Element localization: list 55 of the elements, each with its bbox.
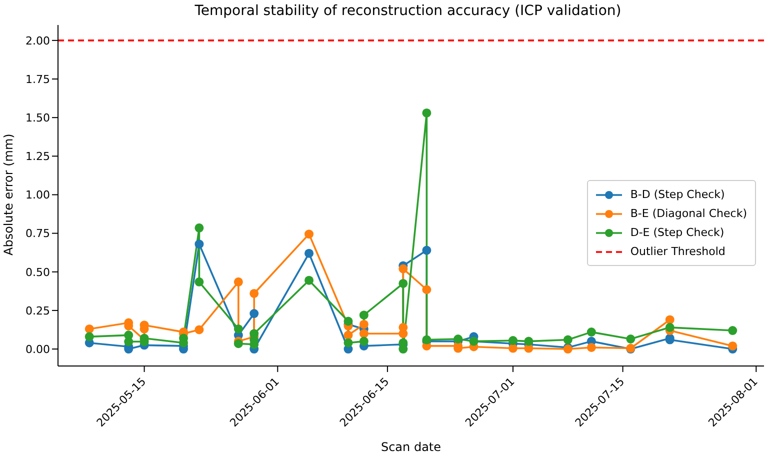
point [665,315,674,324]
point [563,335,572,344]
point [398,264,408,274]
point [194,240,204,249]
y-tick-label: 2.00 [26,34,50,48]
y-tick-label: 0.75 [26,227,50,240]
point [398,344,408,354]
legend-label: B-D (Step Check) [630,188,725,201]
point [728,326,738,336]
point [84,324,94,334]
point [454,334,463,344]
point [626,334,636,344]
y-axis-title: Absolute error (mm) [1,134,16,256]
point [250,288,259,298]
point [586,328,596,337]
point [194,277,204,286]
point [344,330,353,340]
point [234,339,243,348]
point [586,342,596,352]
point [422,285,432,294]
point [234,277,243,286]
point [304,276,314,285]
point [344,316,353,326]
point [84,332,94,342]
legend-label: Outlier Threshold [630,245,726,258]
point [194,223,204,232]
point [508,336,518,346]
y-tick-label: 1.25 [26,150,50,164]
point [304,230,314,239]
point [359,320,368,329]
point [359,310,368,320]
legend-label: B-E (Diagonal Check) [630,207,747,220]
legend-label: D-E (Step Check) [630,226,724,239]
point [250,309,259,318]
point [422,108,432,118]
y-tick-label: 0.50 [26,266,50,279]
y-tick-label: 1.75 [26,72,50,86]
y-tick-label: 0.25 [26,304,50,318]
point [304,248,314,258]
point [728,341,738,350]
y-tick-label: 0.00 [26,342,50,356]
point [524,336,534,346]
point [665,322,674,332]
y-tick-label: 1.50 [26,111,50,124]
point [359,336,368,346]
point [422,246,432,255]
chart-title: Temporal stability of reconstruction accuracy (ICP validation) [194,3,622,19]
point [359,329,368,338]
point [344,338,353,348]
point [194,325,204,334]
y-tick-label: 1.00 [26,188,50,202]
point [234,324,243,334]
point [398,278,408,288]
x-axis-title: Scan date [380,440,442,454]
point [508,344,518,353]
